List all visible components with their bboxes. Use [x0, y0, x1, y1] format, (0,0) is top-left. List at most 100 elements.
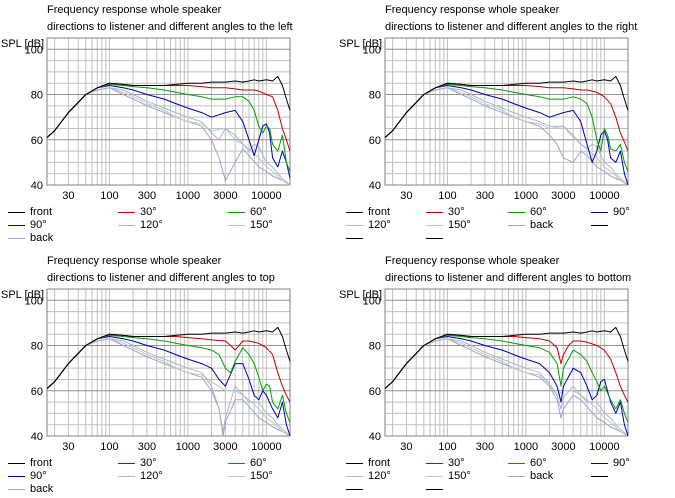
legend-swatch	[426, 225, 443, 226]
chart-legend: front 30° 60° 90° 120° 150° back	[338, 457, 668, 497]
x-tick-label: 10000	[251, 441, 282, 453]
legend-swatch	[591, 212, 608, 213]
y-tick-label: 100	[363, 44, 381, 56]
legend-swatch	[346, 225, 363, 226]
series-line-150°	[384, 338, 629, 437]
y-tick-label: 80	[31, 90, 43, 102]
legend-swatch	[508, 476, 525, 477]
x-tick-label: 1000	[514, 190, 538, 202]
series-line-front	[46, 326, 291, 389]
legend-swatch	[346, 238, 363, 239]
x-tick-label: 30	[62, 441, 74, 453]
legend-label: front	[368, 206, 391, 218]
y-tick-label: 40	[31, 431, 43, 443]
series-line-120°	[46, 338, 291, 437]
series-line-150°	[46, 338, 291, 437]
legend-swatch	[346, 476, 363, 477]
x-tick-label: 1000	[176, 190, 200, 202]
legend-swatch	[346, 463, 363, 464]
series-line-150°	[46, 87, 291, 186]
y-axis-label: SPL [dB]	[339, 289, 383, 301]
x-tick-label: 300	[138, 190, 156, 202]
legend-label: 30°	[448, 206, 465, 218]
x-tick-label: 100	[100, 441, 118, 453]
legend-swatch	[591, 463, 608, 464]
y-tick-label: 100	[25, 44, 43, 56]
chart-title-line1: Frequency response whole speaker	[385, 4, 560, 16]
x-tick-label: 1000	[514, 441, 538, 453]
legend-swatch	[8, 212, 25, 213]
x-tick-label: 3000	[551, 190, 575, 202]
chart-panel-bottom: Frequency response whole speaker directi…	[338, 251, 668, 496]
series-line-back	[46, 87, 291, 186]
x-tick-label: 3000	[213, 441, 237, 453]
series-line-90°	[384, 85, 629, 186]
legend-swatch	[8, 476, 25, 477]
grid	[47, 38, 291, 185]
legend-label: 60°	[530, 206, 547, 218]
chart-title-line1: Frequency response whole speaker	[47, 4, 222, 16]
x-tick-label: 300	[476, 190, 494, 202]
y-tick-label: 80	[369, 341, 381, 353]
legend-label: 30°	[140, 457, 157, 469]
legend-swatch	[426, 212, 443, 213]
x-tick-label: 10000	[589, 190, 620, 202]
legend-label: 150°	[448, 219, 471, 231]
legend-swatch	[228, 212, 245, 213]
y-tick-label: 100	[363, 295, 381, 307]
legend-label: 120°	[140, 470, 163, 482]
legend-label: 90°	[30, 219, 47, 231]
y-tick-label: 60	[31, 386, 43, 398]
chart-title-line2: directions to listener and different ang…	[47, 272, 275, 284]
y-tick-label: 80	[31, 341, 43, 353]
legend-swatch	[8, 463, 25, 464]
legend-swatch	[346, 212, 363, 213]
legend-label: 30°	[448, 457, 465, 469]
legend-label: 30°	[140, 206, 157, 218]
x-tick-label: 3000	[213, 190, 237, 202]
y-tick-label: 100	[25, 295, 43, 307]
series-line-60°	[46, 83, 291, 172]
x-tick-label: 30	[400, 441, 412, 453]
y-tick-label: 40	[369, 180, 381, 192]
legend-label: 150°	[250, 219, 273, 231]
legend-swatch	[426, 489, 443, 490]
chart-panel-right: Frequency response whole speaker directi…	[338, 0, 668, 245]
chart-panel-left: Frequency response whole speaker directi…	[0, 0, 330, 245]
x-tick-label: 30	[400, 190, 412, 202]
series-line-60°	[384, 334, 629, 423]
y-axis-label: SPL [dB]	[339, 38, 383, 50]
x-tick-label: 100	[438, 190, 456, 202]
plot-frame	[384, 37, 629, 186]
series-group	[46, 326, 291, 437]
series-line-front	[384, 326, 629, 389]
legend-swatch	[118, 476, 135, 477]
plot-frame	[46, 37, 291, 186]
x-tick-label: 300	[476, 441, 494, 453]
x-tick-label: 100	[438, 441, 456, 453]
legend-swatch	[508, 225, 525, 226]
x-tick-label: 30	[62, 190, 74, 202]
frequency-response-plot: 40 60 80 100 30 100 300 1000 3000 10000	[25, 37, 291, 202]
chart-title-line1: Frequency response whole speaker	[385, 255, 560, 267]
legend-label: 120°	[368, 470, 391, 482]
plot-frame	[384, 288, 629, 437]
series-line-120°	[384, 87, 629, 186]
legend-label: 150°	[250, 470, 273, 482]
x-tick-label: 10000	[589, 441, 620, 453]
y-tick-label: 40	[31, 180, 43, 192]
series-line-120°	[46, 87, 291, 186]
y-tick-label: 60	[369, 386, 381, 398]
legend-swatch	[591, 476, 608, 477]
legend-swatch	[426, 238, 443, 239]
legend-label: 60°	[250, 206, 267, 218]
legend-label: 60°	[530, 457, 547, 469]
legend-swatch	[426, 476, 443, 477]
legend-swatch	[228, 463, 245, 464]
series-line-back	[46, 338, 291, 437]
legend-label: 120°	[368, 219, 391, 231]
y-axis-label: SPL [dB]	[1, 38, 45, 50]
grid	[385, 289, 629, 436]
series-line-90°	[46, 85, 291, 179]
legend-label: back	[30, 483, 54, 495]
